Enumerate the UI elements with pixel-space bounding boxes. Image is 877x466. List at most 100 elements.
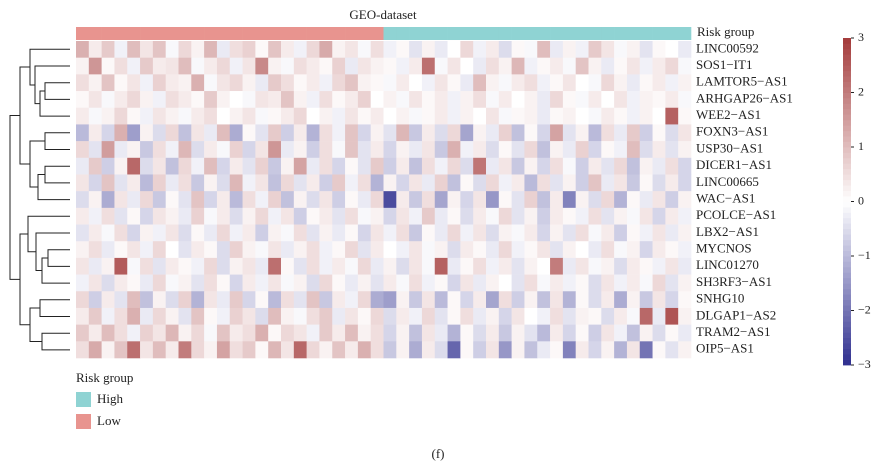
row-label: LINC00592 — [696, 40, 759, 55]
heat-cell — [229, 57, 243, 75]
heat-cell — [447, 41, 461, 58]
heat-cell — [88, 124, 102, 142]
heat-cell — [255, 241, 269, 259]
heat-cell — [332, 274, 346, 292]
heat-cell — [229, 241, 243, 259]
heat-cell — [216, 74, 231, 92]
heat-cell — [370, 41, 384, 58]
heat-cell — [281, 341, 295, 359]
annotation-cell — [383, 27, 397, 40]
heat-cell — [357, 107, 371, 125]
colorbar-segment — [843, 228, 851, 235]
heat-cell — [127, 124, 141, 142]
heat-cell — [152, 207, 166, 225]
heat-cell — [191, 207, 205, 225]
heat-cell — [601, 207, 615, 225]
heat-cell — [396, 91, 410, 109]
heat-cell — [229, 307, 243, 325]
heat-cell — [524, 157, 538, 175]
heat-cell — [665, 224, 679, 242]
heat-cell — [268, 124, 282, 142]
heat-cell — [178, 191, 192, 209]
heat-cell — [652, 174, 666, 192]
heat-cell — [204, 141, 218, 159]
colorbar-segment — [843, 141, 851, 148]
heat-cell — [319, 257, 333, 275]
heat-cell — [524, 74, 538, 92]
heat-cell — [665, 274, 679, 292]
heat-cell — [357, 257, 371, 275]
heat-cell — [447, 174, 461, 192]
heat-cell — [306, 324, 320, 342]
heat-cell — [588, 191, 602, 209]
heat-cell — [268, 341, 282, 359]
heat-cell — [588, 124, 602, 142]
heat-cell — [216, 107, 231, 125]
heat-cell — [255, 91, 269, 109]
heat-cell — [204, 124, 218, 142]
heat-cell — [370, 274, 384, 292]
heat-cell — [396, 257, 410, 275]
colorbar-segment — [843, 54, 851, 61]
annotation-cell — [293, 27, 307, 40]
heat-cell — [575, 124, 589, 142]
heat-cell — [409, 107, 423, 125]
heat-cell — [460, 57, 474, 75]
heat-cell — [293, 191, 307, 209]
heat-cell — [152, 291, 166, 309]
heat-cell — [165, 91, 179, 109]
annotation-cell — [447, 27, 461, 40]
row-label: DICER1−AS1 — [696, 157, 772, 172]
heat-cell — [562, 174, 576, 192]
heat-cell — [76, 291, 90, 309]
heat-cell — [101, 57, 115, 75]
heat-cell — [639, 191, 653, 209]
heat-cell — [216, 41, 231, 58]
heat-cell — [396, 141, 410, 159]
heat-cell — [345, 91, 359, 109]
annotation-cell — [639, 27, 653, 40]
heat-cell — [101, 191, 115, 209]
heat-cell — [524, 57, 538, 75]
heat-cell — [588, 57, 602, 75]
heat-cell — [614, 307, 628, 325]
heat-cell — [191, 307, 205, 325]
heat-cell — [88, 107, 102, 125]
heat-cell — [678, 274, 692, 292]
heat-cell — [101, 41, 115, 58]
heat-cell — [268, 174, 282, 192]
legend-swatch — [76, 392, 91, 407]
heat-cell — [357, 207, 371, 225]
heat-cell — [473, 307, 487, 325]
heat-cell — [652, 57, 666, 75]
heat-cell — [76, 257, 90, 275]
heat-cell — [473, 341, 487, 359]
heat-cell — [242, 257, 256, 275]
heat-cell — [421, 41, 436, 58]
heat-cell — [281, 307, 295, 325]
heat-cell — [626, 41, 641, 58]
heat-cell — [626, 224, 641, 242]
heat-cell — [127, 291, 141, 309]
annotation-cell — [562, 27, 576, 40]
heat-cell — [652, 157, 666, 175]
heat-cell — [626, 157, 641, 175]
heat-cell — [601, 41, 615, 58]
heat-cell — [101, 74, 115, 92]
colorbar-segment — [843, 294, 851, 300]
row-label: WEE2−AS1 — [696, 107, 761, 122]
heat-cell — [562, 324, 576, 342]
legend-label: Low — [97, 413, 121, 428]
heat-cell — [434, 74, 448, 92]
heat-cell — [152, 124, 166, 142]
heat-cell — [537, 324, 551, 342]
heat-cell — [88, 224, 102, 242]
row-label: ARHGAP26−AS1 — [696, 90, 793, 105]
heat-cell — [268, 57, 282, 75]
heat-cell — [383, 91, 397, 109]
heat-cell — [498, 124, 512, 142]
heat-cell — [281, 124, 295, 142]
heat-cell — [421, 241, 436, 259]
heat-cell — [293, 124, 307, 142]
heat-cell — [537, 174, 551, 192]
